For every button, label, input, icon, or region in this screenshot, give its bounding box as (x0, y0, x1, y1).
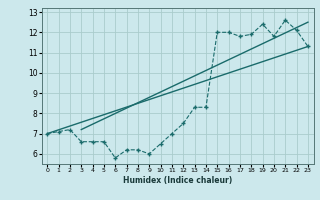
X-axis label: Humidex (Indice chaleur): Humidex (Indice chaleur) (123, 176, 232, 185)
